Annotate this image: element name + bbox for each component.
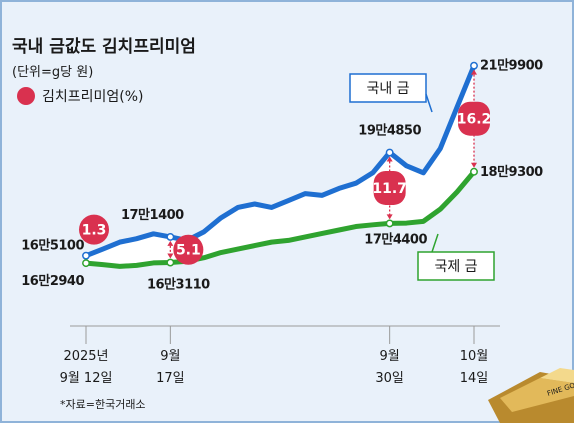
source-note: *자료=한국거래소 — [60, 398, 146, 411]
value-label: 17만4400 — [364, 231, 427, 247]
international-gold-line — [83, 169, 477, 269]
x-tick-label: 9월 — [380, 349, 400, 364]
premium-arrow-down — [471, 162, 477, 168]
data-markers — [82, 61, 478, 268]
premium-value: 16.2 — [457, 112, 492, 128]
premium-badge — [79, 214, 109, 245]
data-point-marker — [385, 219, 394, 228]
data-point-marker — [166, 258, 175, 267]
x-tick-label: 30일 — [375, 371, 404, 386]
premium-legend-label: 김치프리미엄(%) — [42, 89, 144, 105]
premium-badge — [373, 170, 406, 205]
series-callout-label: 국제 금 — [434, 259, 477, 275]
premium-arrow-down — [167, 253, 174, 259]
premium-arrow-up — [386, 156, 393, 162]
premium-badge — [458, 101, 490, 136]
callout-leader — [425, 93, 433, 113]
value-label: 19만4850 — [358, 123, 421, 139]
data-point-marker — [82, 251, 90, 260]
data-point-marker — [470, 167, 478, 176]
value-label: 16만3110 — [147, 277, 210, 293]
spread-fill — [86, 65, 474, 267]
chart-unit-note: (단위=g당 원) — [12, 65, 93, 80]
x-tick-label: 14일 — [460, 371, 489, 386]
premium-value: 1.3 — [82, 223, 107, 239]
x-axis: 2025년 9월 12일 9월 17일 9월 30일 10월 14일 — [60, 325, 500, 386]
x-tick-label: 2025년 — [63, 349, 108, 364]
premium-value: 5.1 — [176, 243, 201, 259]
domestic-callout-box — [349, 73, 427, 103]
data-point-marker — [82, 259, 90, 268]
data-point-marker — [470, 61, 478, 70]
gold-bar-image: FINE GOLD — [488, 368, 574, 423]
premium-badges: 1.3 5.1 11.7 16.2 — [79, 69, 492, 265]
value-label: 16만5100 — [21, 238, 84, 254]
international-callout-box — [417, 251, 495, 281]
premium-arrow-up — [167, 240, 174, 246]
x-tick-label: 17일 — [156, 371, 185, 386]
value-label: 21만9900 — [480, 58, 543, 74]
premium-arrow-down — [386, 214, 393, 220]
premium-arrow-up — [471, 69, 477, 75]
series-lines — [83, 63, 477, 269]
series-callouts: 국내 금국제 금 — [349, 73, 495, 281]
value-label: 18만9300 — [480, 164, 543, 180]
x-tick-label: 9월 — [160, 349, 180, 364]
value-label: 16만2940 — [21, 273, 84, 289]
data-point-marker — [385, 148, 394, 157]
premium-legend-dot — [17, 87, 35, 105]
premium-badge — [173, 234, 204, 265]
value-label: 17만1400 — [121, 207, 184, 223]
x-tick-label: 10월 — [460, 349, 489, 364]
domestic-gold-line — [83, 63, 477, 259]
chart-title: 국내 금값도 김치프리미엄 — [12, 37, 196, 57]
value-labels: 16만5100 16만2940 17만1400 16만3110 19만4850 17만44… — [21, 58, 543, 293]
premium-value: 11.7 — [372, 181, 407, 197]
series-callout-label: 국내 금 — [366, 81, 409, 97]
callout-leader — [431, 233, 439, 253]
data-point-marker — [166, 232, 175, 241]
spread-area — [86, 65, 474, 267]
x-tick-label: 9월 12일 — [60, 371, 113, 386]
